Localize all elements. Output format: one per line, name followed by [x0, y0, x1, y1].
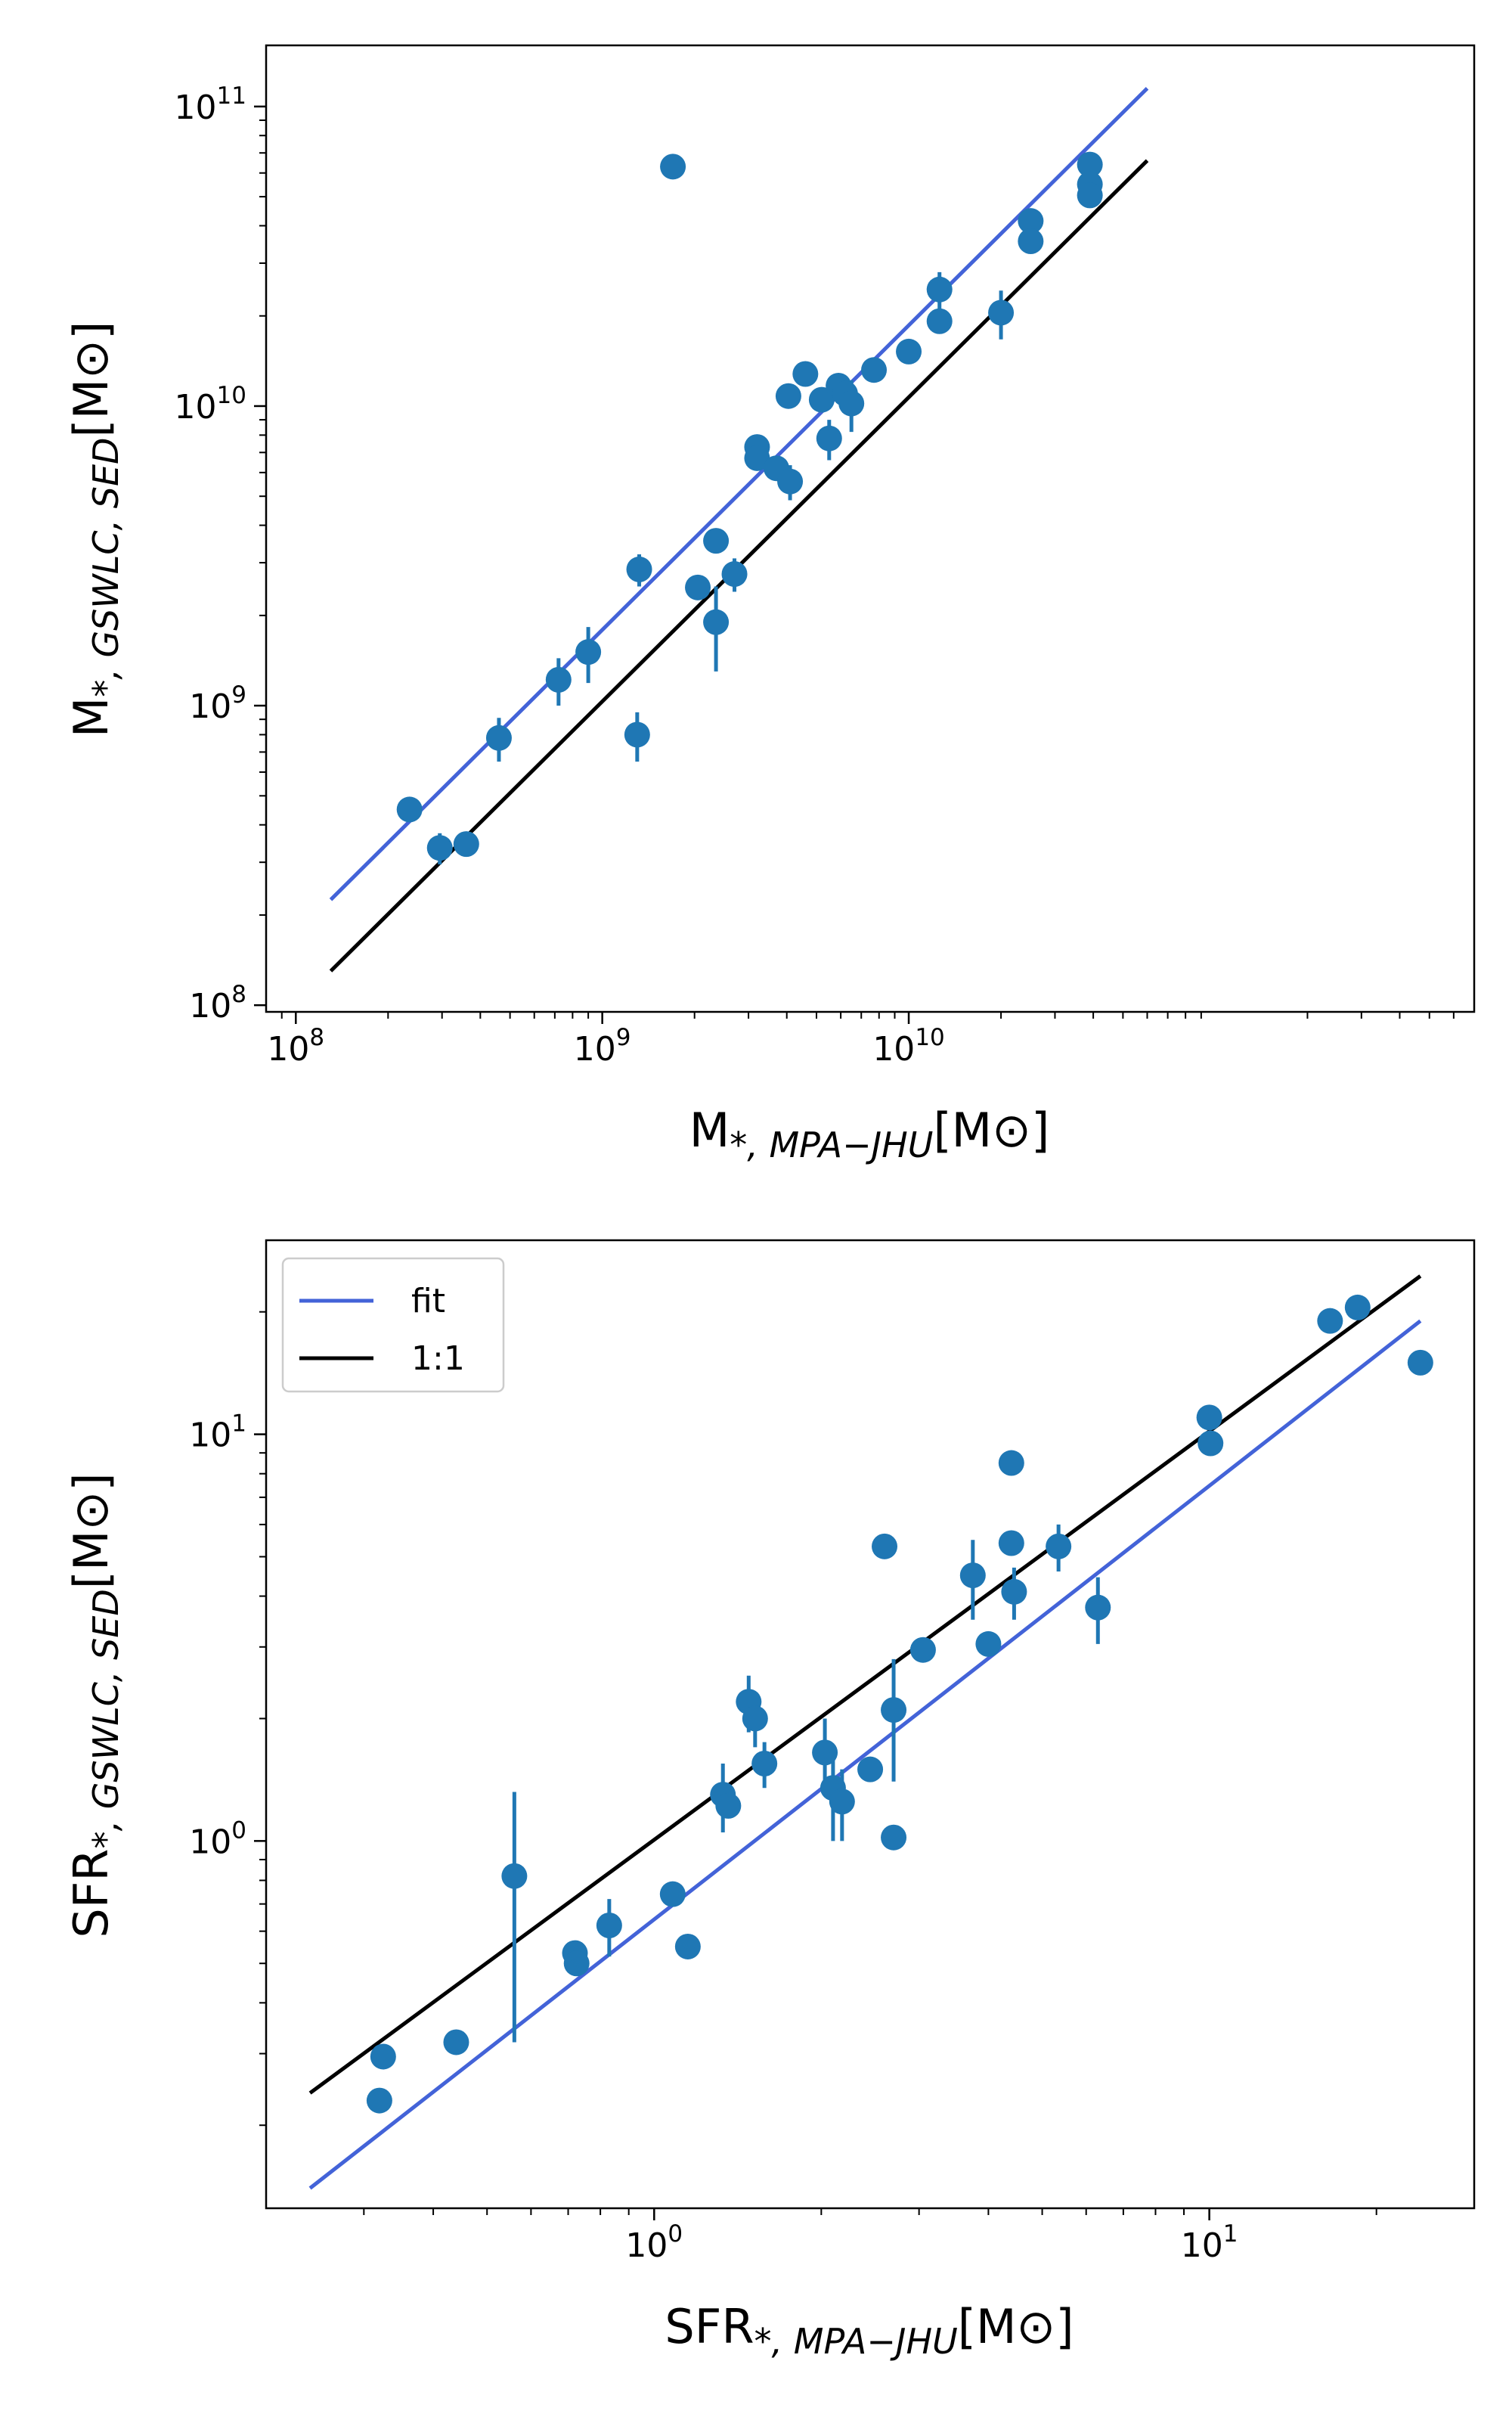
sfr-data-point — [1196, 1404, 1222, 1431]
stellar-mass-data-point — [926, 308, 953, 334]
sfr-y-tick-label: 100 — [189, 1817, 246, 1861]
stellar-mass-line-fit — [329, 87, 1149, 901]
stellar-mass-data-point — [703, 609, 730, 635]
sfr-data-point — [1344, 1294, 1371, 1320]
stellar-mass-y-tick-label: 1010 — [175, 382, 246, 427]
stellar-mass-data-point — [838, 390, 865, 417]
sfr-y-axis-label: SFR*, GSWLC, SED[M⊙] — [64, 1472, 126, 1938]
sfr-data-point — [674, 1933, 701, 1959]
sfr-data-point — [370, 2043, 396, 2070]
sfr-data-point — [812, 1739, 838, 1766]
stellar-mass-panel: 108 109 1010 108 109 1010 1011 M*, MPA−JHU[M⊙]… — [64, 44, 1476, 1165]
sfr-data-point — [501, 1863, 528, 1889]
stellar-mass-y-tick-label: 108 — [189, 981, 246, 1025]
sfr-data-point — [1198, 1430, 1224, 1457]
stellar-mass-data-point — [744, 445, 770, 471]
stellar-mass-data-point — [545, 666, 572, 693]
stellar-mass-data-point — [792, 361, 819, 387]
stellar-mass-data-point — [775, 383, 801, 409]
sfr-legend-box — [281, 1257, 505, 1393]
stellar-mass-ticks: 108 109 1010 108 109 1010 1011 — [175, 82, 1455, 1069]
sfr-data-point — [659, 1881, 686, 1907]
stellar-mass-data-point — [861, 357, 888, 383]
stellar-mass-plot-frame — [265, 44, 1476, 1013]
sfr-data-point — [857, 1756, 884, 1782]
sfr-x-axis-label: SFR*, MPA−JHU[M⊙] — [665, 2299, 1074, 2362]
stellar-mass-data-point — [721, 561, 748, 588]
stellar-mass-data-point — [816, 425, 842, 451]
sfr-points — [366, 1294, 1433, 2114]
stellar-mass-data-point — [777, 468, 804, 495]
sfr-x-tick-label: 100 — [625, 2220, 683, 2265]
stellar-mass-data-point — [426, 835, 453, 861]
sfr-data-point — [881, 1697, 907, 1723]
stellar-mass-x-tick-label: 109 — [574, 1024, 631, 1069]
stellar-mass-y-tick-label: 1011 — [175, 82, 246, 127]
sfr-legend-label-fit: fit — [411, 1282, 445, 1320]
stellar-mass-y-tick-label: 109 — [189, 681, 246, 726]
sfr-data-point — [742, 1705, 768, 1732]
stellar-mass-data-point — [485, 724, 512, 751]
stellar-mass-data-point — [575, 639, 602, 666]
sfr-data-point — [1407, 1349, 1433, 1376]
sfr-data-point — [1085, 1594, 1111, 1621]
sfr-legend: fit 1:1 — [281, 1257, 505, 1393]
stellar-mass-x-tick-label: 108 — [267, 1024, 324, 1069]
stellar-mass-data-point — [1018, 228, 1044, 255]
sfr-data-point — [563, 1950, 590, 1977]
sfr-data-point — [1046, 1533, 1072, 1559]
stellar-mass-data-point — [660, 154, 686, 180]
sfr-data-point — [829, 1789, 855, 1815]
sfr-panel: 100 101 100 101 fit 1:1 SFR*, MPA−JHU[M⊙] SF… — [64, 1239, 1476, 2362]
sfr-data-point — [998, 1530, 1024, 1556]
stellar-mass-data-point — [1077, 151, 1103, 178]
sfr-plot-frame — [265, 1239, 1476, 2210]
stellar-mass-data-point — [703, 528, 730, 554]
stellar-mass-data-point — [626, 556, 652, 582]
sfr-data-point — [872, 1533, 898, 1559]
sfr-data-point — [715, 1792, 742, 1819]
sfr-line-one-to-one — [308, 1274, 1422, 2095]
sfr-data-point — [443, 2029, 469, 2055]
sfr-data-point — [596, 1912, 622, 1938]
stellar-mass-data-point — [896, 338, 922, 365]
sfr-y-tick-label: 101 — [189, 1410, 246, 1455]
stellar-mass-x-axis-label: M*, MPA−JHU[M⊙] — [689, 1103, 1050, 1165]
stellar-mass-y-axis-label: M*, GSWLC, SED[M⊙] — [64, 321, 126, 738]
stellar-mass-data-point — [1018, 208, 1044, 234]
stellar-mass-data-point — [1077, 182, 1103, 209]
sfr-x-tick-label: 101 — [1181, 2220, 1238, 2265]
stellar-mass-data-point — [926, 276, 953, 302]
stellar-mass-data-point — [453, 831, 479, 858]
stellar-mass-data-point — [988, 299, 1015, 326]
sfr-data-point — [1001, 1578, 1027, 1605]
sfr-data-point — [881, 1824, 907, 1851]
stellar-mass-data-point — [624, 721, 650, 748]
stellar-mass-data-point — [685, 574, 711, 600]
sfr-data-point — [366, 2087, 392, 2114]
stellar-mass-data-point — [808, 386, 835, 413]
sfr-data-point — [1317, 1308, 1343, 1334]
stellar-mass-points — [396, 151, 1103, 861]
sfr-legend-label-one-to-one: 1:1 — [411, 1339, 465, 1378]
sfr-data-point — [975, 1630, 1002, 1657]
sfr-data-point — [998, 1450, 1024, 1476]
sfr-data-point — [909, 1637, 936, 1663]
sfr-ticks: 100 101 100 101 — [189, 1311, 1377, 2265]
sfr-line-fit — [308, 1319, 1422, 2190]
sfr-lines — [308, 1274, 1422, 2190]
sfr-data-point — [959, 1562, 986, 1589]
stellar-mass-x-tick-label: 1010 — [872, 1024, 944, 1069]
sfr-data-point — [751, 1750, 778, 1776]
stellar-mass-data-point — [396, 796, 423, 823]
